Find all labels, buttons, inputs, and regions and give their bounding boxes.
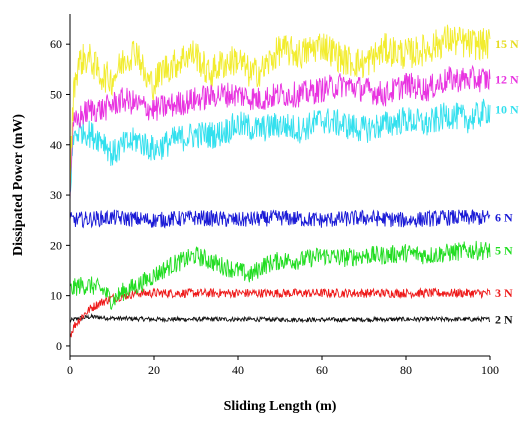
axes bbox=[69, 14, 490, 357]
series-labels: 15 N 12 N 10 N 6 N 5 N 3 N 2 N bbox=[495, 37, 519, 326]
x-tick-label: 80 bbox=[400, 363, 412, 377]
series-label-15-n: 15 N bbox=[495, 37, 519, 51]
series-label-5-n: 5 N bbox=[495, 243, 513, 257]
y-tick-label: 20 bbox=[50, 238, 62, 252]
y-tick-label: 10 bbox=[50, 289, 62, 303]
series-line-2-n bbox=[69, 312, 491, 324]
series-line-3-n bbox=[69, 287, 491, 338]
x-tick-label: 100 bbox=[481, 363, 499, 377]
y-tick-label: 30 bbox=[50, 188, 62, 202]
y-tick-label: 40 bbox=[50, 138, 62, 152]
x-tick-label: 60 bbox=[316, 363, 328, 377]
x-tick-label: 40 bbox=[232, 363, 244, 377]
series-label-6-n: 6 N bbox=[495, 211, 513, 225]
series-line-5-n bbox=[69, 240, 491, 310]
x-tick-label: 0 bbox=[67, 363, 73, 377]
y-tick-label: 50 bbox=[50, 87, 62, 101]
series-line-6-n bbox=[69, 209, 491, 229]
series-lines bbox=[69, 24, 491, 338]
y-tick-label: 0 bbox=[56, 339, 62, 353]
x-axis-title: Sliding Length (m) bbox=[224, 399, 337, 414]
series-line-15-n bbox=[69, 24, 491, 194]
ticks: 0 20 40 60 80 100 0 10 20 30 40 50 60 bbox=[50, 37, 499, 377]
y-axis-title: Dissipated Power (mW) bbox=[11, 114, 26, 256]
y-tick-label: 60 bbox=[50, 37, 62, 51]
series-line-12-n bbox=[69, 64, 491, 202]
series-label-10-n: 10 N bbox=[495, 103, 519, 117]
series-line-10-n bbox=[69, 98, 491, 194]
series-label-3-n: 3 N bbox=[495, 286, 513, 300]
series-label-12-n: 12 N bbox=[495, 72, 519, 86]
x-tick-label: 20 bbox=[148, 363, 160, 377]
series-label-2-n: 2 N bbox=[495, 312, 513, 326]
